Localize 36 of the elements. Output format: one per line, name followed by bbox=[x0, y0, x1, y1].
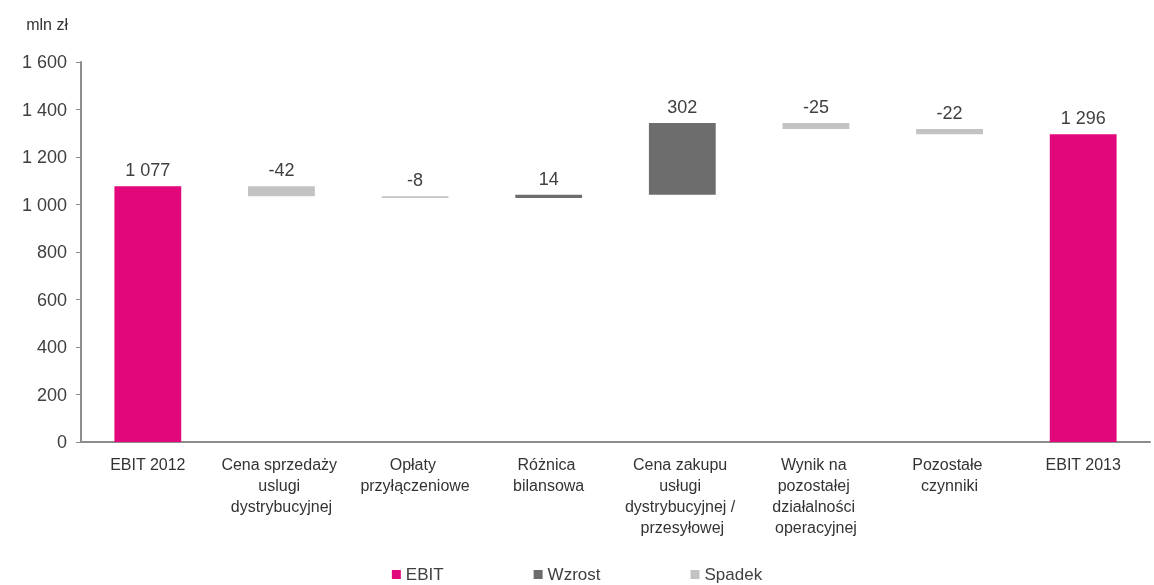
data-label: 1 077 bbox=[125, 160, 171, 181]
data-label: -8 bbox=[407, 170, 424, 191]
y-tick-label: 1 400 bbox=[21, 99, 67, 120]
y-tick-label: 200 bbox=[36, 384, 67, 405]
x-tick-label: EBIT 2013 bbox=[1045, 456, 1121, 473]
bar bbox=[1049, 134, 1117, 442]
data-label: 14 bbox=[538, 168, 559, 189]
y-tick-label: 1 000 bbox=[21, 194, 67, 215]
data-label: -42 bbox=[268, 160, 295, 181]
bar bbox=[916, 128, 983, 135]
y-axis-title: mln zł bbox=[26, 15, 69, 33]
bar bbox=[515, 194, 583, 199]
x-tick-label: Pozostałe czynniki bbox=[912, 456, 987, 494]
legend-label: Spadek bbox=[704, 565, 763, 584]
y-tick-label: 1 600 bbox=[21, 52, 67, 72]
data-label: -22 bbox=[936, 102, 963, 123]
x-tick-label: Wynik na pozostałej działalności operacyjnej bbox=[772, 456, 860, 536]
legend-label: EBIT bbox=[405, 565, 444, 584]
legend-label: Wzrost bbox=[547, 565, 601, 584]
bar bbox=[648, 123, 716, 195]
x-tick-label: Cena sprzedaży uslugi dystrybucyjnej bbox=[221, 456, 342, 515]
y-tick-label: 800 bbox=[36, 242, 67, 262]
x-tick-label: Opłaty przyłączeniowe bbox=[360, 456, 470, 494]
data-label: -25 bbox=[802, 97, 829, 118]
y-tick-label: 600 bbox=[36, 289, 67, 310]
y-tick-label: 0 bbox=[56, 432, 67, 452]
data-label: 1 296 bbox=[1060, 108, 1106, 129]
y-tick-label: 400 bbox=[36, 337, 67, 357]
x-tick-label: Cena zakupu usługi dystrybucyjnej / przesyłowej bbox=[624, 456, 740, 536]
x-tick-label: Różnica bilansowa bbox=[513, 456, 585, 494]
x-tick-label: EBIT 2012 bbox=[110, 456, 186, 473]
y-tick-label: 1 200 bbox=[21, 147, 67, 167]
bar bbox=[114, 186, 182, 442]
bar bbox=[782, 123, 850, 129]
bar bbox=[248, 186, 315, 197]
data-label: 302 bbox=[667, 97, 698, 118]
